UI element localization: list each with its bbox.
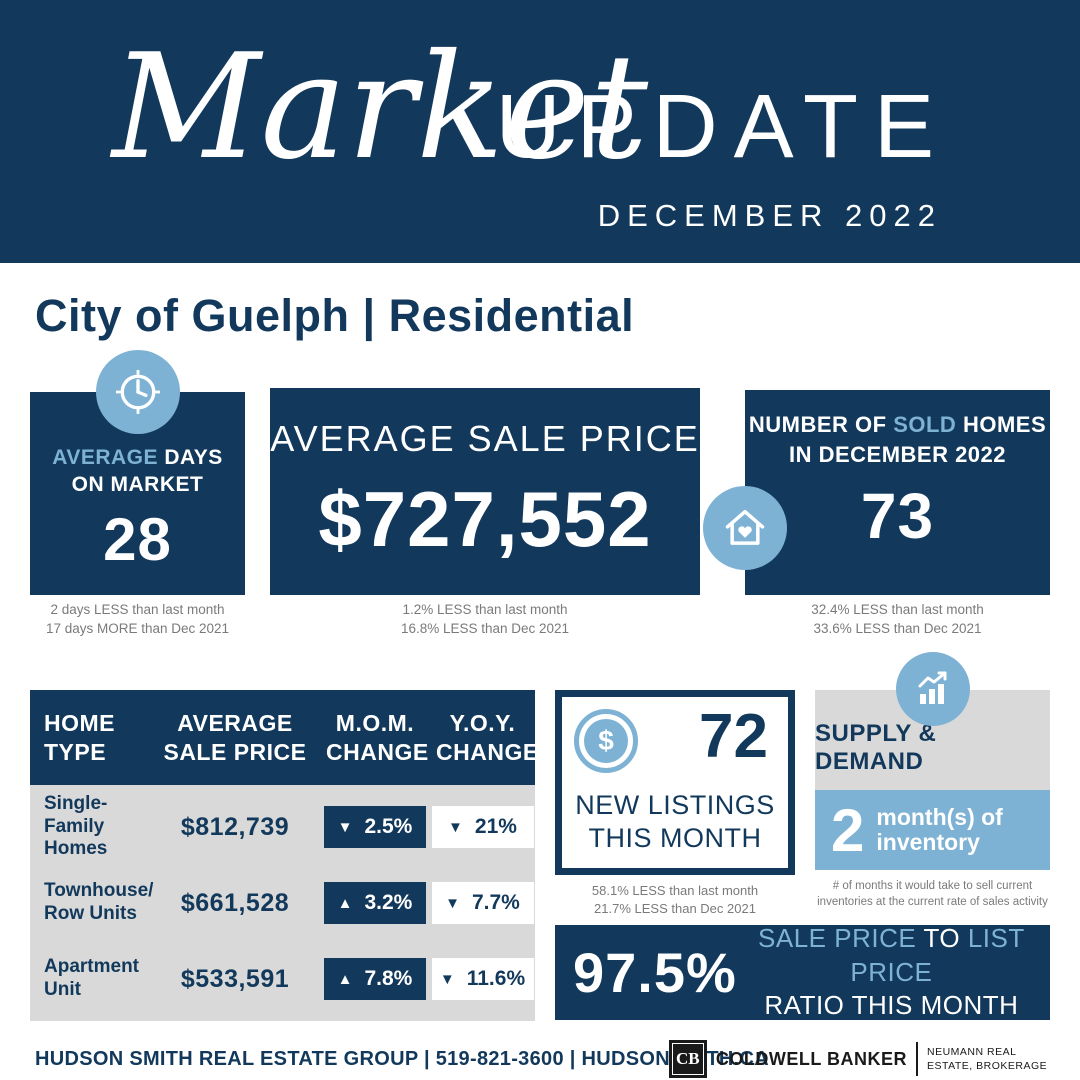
- price-cell: $661,528: [180, 888, 290, 917]
- yoy-value: 21%: [474, 815, 517, 838]
- days-label: AVERAGE DAYS ON MARKET: [30, 444, 245, 499]
- days-value: 28: [103, 505, 172, 573]
- mom-value: 2.5%: [364, 815, 413, 838]
- mom-value: 3.2%: [364, 891, 413, 914]
- yoy-value: 7.7%: [471, 891, 520, 914]
- listings-footnote-2: 21.7% LESS than Dec 2021: [594, 901, 756, 917]
- avg-sale-price-card: AVERAGE SALE PRICE $727,552: [270, 388, 700, 595]
- listings-footnote-1: 58.1% LESS than last month: [591, 883, 759, 898]
- trend-arrow-icon: ▼: [337, 818, 353, 836]
- table-header-row: HOME TYPE AVERAGE SALE PRICE M.O.M. CHAN…: [30, 690, 539, 785]
- inventory-box: 2 month(s) of inventory: [815, 790, 1050, 870]
- trend-arrow-icon: ▼: [445, 894, 460, 912]
- days-footnotes: 2 days LESS than last month 17 days MORE…: [30, 601, 245, 639]
- inventory-footnote: # of months it would take to sell curren…: [817, 880, 1048, 909]
- days-label-rest: DAYS: [164, 446, 223, 469]
- dollar-sign: $: [584, 719, 628, 763]
- price-footnotes: 1.2% LESS than last month 16.8% LESS tha…: [270, 601, 700, 639]
- yoy-value: 11.6%: [466, 967, 526, 990]
- brand-logo: CB COLDWELL BANKER NEUMANN REAL ESTATE, …: [668, 1040, 1055, 1078]
- price-cell: $533,591: [180, 964, 290, 993]
- avg-price-label: AVERAGE SALE PRICE: [270, 418, 700, 459]
- mom-badge: ▲ 3.2%: [324, 882, 426, 924]
- brand-sub: NEUMANN REAL ESTATE, BROKERAGE: [927, 1045, 1048, 1072]
- bar-chart-icon: [896, 652, 970, 726]
- sold-label-line2: IN DECEMBER 2022: [788, 441, 1007, 467]
- inventory-label: month(s) of inventory: [876, 803, 1003, 855]
- table-row: Single-Family Homes $812,739 ▼ 2.5% ▼ 21%: [30, 789, 535, 865]
- brand-divider: [916, 1042, 918, 1076]
- dollar-icon: $: [574, 709, 638, 773]
- price-cell: $812,739: [180, 812, 290, 841]
- sold-label-post: HOMES: [962, 412, 1047, 437]
- sold-footnotes: 32.4% LESS than last month 33.6% LESS th…: [745, 601, 1050, 639]
- supply-demand-title: SUPPLY & DEMAND: [815, 720, 937, 775]
- home-type-table: HOME TYPE AVERAGE SALE PRICE M.O.M. CHAN…: [30, 690, 539, 1021]
- table-row: Apartment Unit $533,591 ▲ 7.8% ▼ 11.6%: [30, 941, 535, 1017]
- table-header-home-type: HOME TYPE: [44, 709, 115, 765]
- ratio-label-line1: SALE PRICE TO LIST PRICE: [751, 922, 1032, 990]
- trend-arrow-icon: ▼: [439, 970, 455, 988]
- trend-arrow-icon: ▲: [337, 894, 353, 912]
- sold-label: NUMBER OF SOLD HOMES IN DECEMBER 2022: [745, 410, 1050, 469]
- ratio-sale-price: SALE PRICE: [758, 922, 917, 953]
- ratio-label-line2: RATIO THIS MONTH: [764, 990, 1019, 1021]
- new-listings-value: 72: [699, 702, 768, 771]
- table-header-avg-price: AVERAGE SALE PRICE: [163, 709, 307, 765]
- footer-contact: HUDSON SMITH REAL ESTATE GROUP | 519-821…: [35, 1048, 769, 1070]
- sold-homes-card: NUMBER OF SOLD HOMES IN DECEMBER 2022 73: [703, 390, 1050, 595]
- table-header-mom: M.O.M. CHANGE: [326, 709, 429, 765]
- table-header-yoy: Y.O.Y. CHANGE: [436, 709, 539, 765]
- supply-demand-panel: SUPPLY & DEMAND: [815, 690, 1050, 790]
- home-type-cell: Single-Family Homes: [44, 792, 108, 860]
- cb-monogram: CB: [668, 1040, 707, 1078]
- page-title: City of Guelph | Residential: [35, 290, 635, 341]
- sold-footnote-2: 33.6% LESS than Dec 2021: [813, 620, 982, 636]
- days-label-line2: ON MARKET: [71, 473, 204, 497]
- trend-arrow-icon: ▼: [448, 818, 463, 836]
- house-heart-icon: [703, 486, 787, 570]
- sold-label-pre: NUMBER OF: [748, 412, 887, 437]
- update-title: UPDATE: [495, 77, 950, 177]
- price-footnote-2: 16.8% LESS than Dec 2021: [400, 620, 570, 636]
- yoy-badge: ▼ 7.7%: [431, 882, 534, 924]
- days-label-accent: AVERAGE: [52, 446, 159, 469]
- home-type-cell: Townhouse/ Row Units: [44, 880, 154, 924]
- ratio-list-price: LIST PRICE: [850, 922, 1025, 987]
- header-banner: Market UPDATE DECEMBER 2022: [0, 0, 1080, 263]
- days-footnote-2: 17 days MORE than Dec 2021: [45, 620, 230, 636]
- price-footnote-1: 1.2% LESS than last month: [402, 602, 568, 617]
- avg-price-value: $727,552: [318, 475, 652, 563]
- sold-value: 73: [860, 480, 935, 553]
- days-footnote-1: 2 days LESS than last month: [50, 602, 225, 617]
- table-body: Single-Family Homes $812,739 ▼ 2.5% ▼ 21% …: [30, 785, 535, 1021]
- ratio-value: 97.5%: [573, 941, 737, 1004]
- mom-badge: ▼ 2.5%: [324, 806, 426, 848]
- trend-arrow-icon: ▲: [337, 970, 353, 988]
- header-date: DECEMBER 2022: [597, 198, 942, 233]
- yoy-badge: ▼ 11.6%: [431, 958, 534, 1000]
- inventory-value: 2: [831, 796, 865, 864]
- sold-label-accent: SOLD: [893, 412, 957, 437]
- ratio-banner: 97.5% SALE PRICE TO LIST PRICE RATIO THI…: [555, 922, 1050, 1023]
- days-on-market-card: AVERAGE DAYS ON MARKET 28: [30, 350, 245, 595]
- clock-icon: [95, 350, 180, 434]
- listings-footnotes: 58.1% LESS than last month 21.7% LESS th…: [555, 882, 795, 918]
- sold-footnote-1: 32.4% LESS than last month: [811, 602, 984, 617]
- mom-badge: ▲ 7.8%: [324, 958, 426, 1000]
- mom-value: 7.8%: [364, 967, 413, 990]
- yoy-badge: ▼ 21%: [431, 806, 534, 848]
- new-listings-card: $ 72 NEW LISTINGS THIS MONTH: [555, 690, 795, 875]
- ratio-to: TO: [923, 922, 961, 953]
- brand-name: COLDWELL BANKER: [715, 1048, 907, 1069]
- home-type-cell: Apartment Unit: [44, 956, 140, 1000]
- new-listings-label: NEW LISTINGS THIS MONTH: [575, 789, 775, 854]
- ratio-label: SALE PRICE TO LIST PRICE RATIO THIS MONT…: [751, 922, 1032, 1023]
- table-row: Townhouse/ Row Units $661,528 ▲ 3.2% ▼ 7.7…: [30, 865, 535, 941]
- market-script-title: Market: [112, 23, 649, 192]
